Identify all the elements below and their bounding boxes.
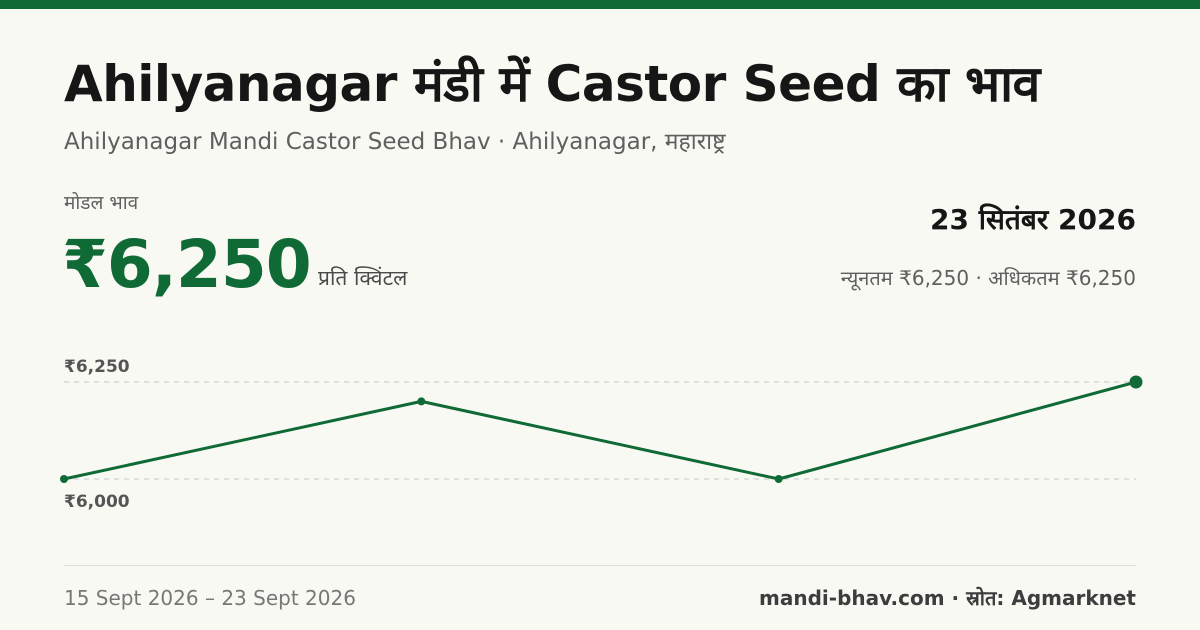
data-point xyxy=(60,475,68,483)
source-credit: mandi-bhav.com · स्रोत: Agmarknet xyxy=(759,586,1136,610)
model-price-label: मोडल भाव xyxy=(64,192,139,214)
min-max-price: न्यूनतम ₹6,250 · अधिकतम ₹6,250 xyxy=(840,266,1136,290)
price-unit: प्रति क्विंटल xyxy=(318,266,408,290)
page-subtitle: Ahilyanagar Mandi Castor Seed Bhav · Ahi… xyxy=(64,129,726,155)
data-point xyxy=(417,397,426,406)
model-price: ₹6,250 xyxy=(62,226,312,303)
top-accent-bar xyxy=(0,0,1200,9)
y-tick-label: ₹6,250 xyxy=(64,357,130,377)
y-tick-label: ₹6,000 xyxy=(64,492,130,512)
date-range: 15 Sept 2026 – 23 Sept 2026 xyxy=(64,586,356,610)
price-date: 23 सितंबर 2026 xyxy=(930,203,1136,236)
series-line xyxy=(63,380,1137,481)
data-point xyxy=(774,475,783,483)
page-title: Ahilyanagar मंडी में Castor Seed का भाव xyxy=(64,55,1040,113)
latest-data-point xyxy=(1129,375,1143,389)
footer-divider xyxy=(64,565,1136,566)
